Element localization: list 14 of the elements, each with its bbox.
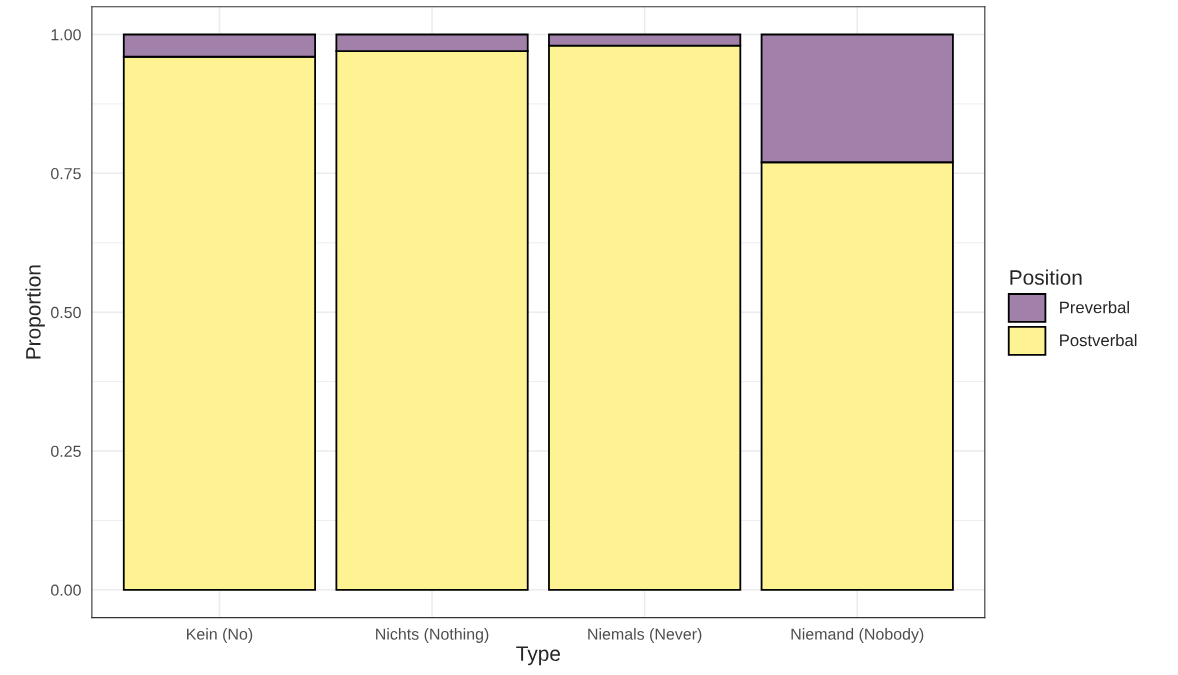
legend-label: Preverbal [1060, 301, 1129, 314]
x-tick-label: Niemals (Never) [588, 628, 702, 643]
y-tick-label: 1.00 [51, 29, 81, 41]
x-tick-label: Nichts (Nothing) [376, 628, 489, 643]
legend-label: Postverbal [1060, 333, 1137, 347]
y-tick-label: 0.25 [51, 445, 81, 457]
x-tick-label: Niemand (Nobody) [791, 628, 924, 643]
x-tick-label: Kein (No) [187, 628, 253, 643]
y-tick-label: 0.75 [51, 167, 81, 180]
y-tick-label: 0.00 [51, 584, 81, 596]
y-axis-title: Proportion [25, 265, 45, 359]
legend-title: Position [1010, 269, 1082, 285]
x-axis-title: Type [516, 646, 561, 666]
y-tick-label: 0.50 [51, 306, 81, 319]
